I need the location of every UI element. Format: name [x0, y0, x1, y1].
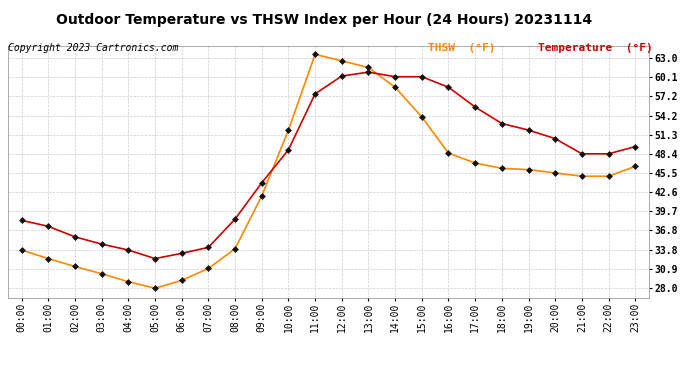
- Text: Temperature  (°F): Temperature (°F): [538, 43, 653, 53]
- Text: Outdoor Temperature vs THSW Index per Hour (24 Hours) 20231114: Outdoor Temperature vs THSW Index per Ho…: [57, 13, 592, 27]
- Text: Copyright 2023 Cartronics.com: Copyright 2023 Cartronics.com: [8, 43, 179, 53]
- Text: THSW  (°F): THSW (°F): [428, 43, 495, 53]
